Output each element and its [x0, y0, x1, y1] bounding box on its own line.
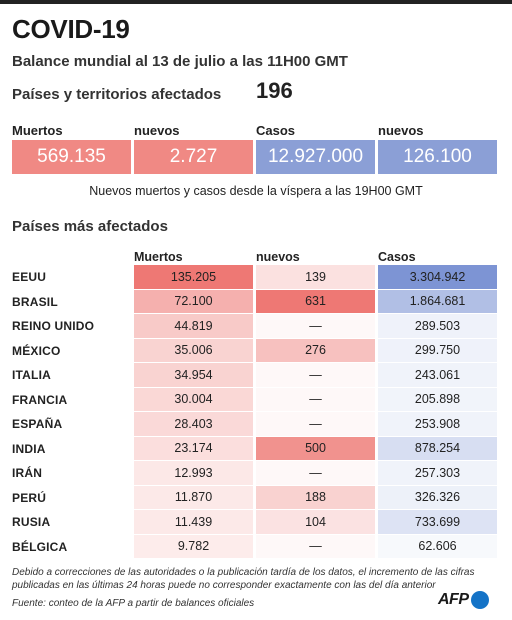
- new-deaths-cell: —: [256, 534, 375, 558]
- country-name: PERÚ: [12, 490, 47, 505]
- table-row: MÉXICO 35.006 276 299.750: [0, 338, 512, 364]
- afp-dot-icon: [470, 591, 489, 609]
- summary-new-deaths-box: 2.727: [134, 140, 253, 174]
- new-deaths-cell: —: [256, 363, 375, 387]
- new-deaths-cell: —: [256, 314, 375, 338]
- summary-cases-box: 12.927.000: [256, 140, 375, 174]
- new-deaths-cell: 104: [256, 510, 375, 534]
- country-name: IRÁN: [12, 466, 43, 480]
- deaths-cell: 30.004: [134, 387, 253, 411]
- footnote: Debido a correcciones de las autoridades…: [12, 567, 475, 591]
- subtitle: Balance mundial al 13 de julio a las 11H…: [12, 53, 348, 70]
- table-row: PERÚ 11.870 188 326.326: [0, 485, 512, 511]
- country-name: RUSIA: [12, 515, 51, 529]
- new-deaths-cell: 500: [256, 436, 375, 460]
- table-row: BRASIL 72.100 631 1.864.681: [0, 289, 512, 315]
- table-row: EEUU 135.205 139 3.304.942: [0, 265, 512, 290]
- summary-label-cases: Casos: [256, 123, 296, 138]
- deaths-cell: 34.954: [134, 363, 253, 387]
- summary-new-cases-box: 126.100: [378, 140, 497, 174]
- new-deaths-cell: 188: [256, 485, 375, 509]
- section-title: Países más afectados: [12, 218, 168, 235]
- deaths-cell: 35.006: [134, 338, 253, 362]
- new-deaths-cell: 631: [256, 289, 375, 313]
- cases-cell: 253.908: [378, 412, 497, 436]
- summary-label-new-deaths: nuevos: [134, 123, 180, 138]
- country-name: BÉLGICA: [12, 539, 68, 554]
- country-name: EEUU: [12, 270, 47, 284]
- country-name: ESPAÑA: [12, 417, 63, 431]
- table-row: REINO UNIDO 44.819—289.503: [0, 314, 512, 339]
- cases-cell: 289.503: [378, 314, 497, 338]
- summary-deaths-box: 569.135: [12, 140, 131, 174]
- summary-label-deaths: Muertos: [12, 123, 63, 138]
- cases-cell: 3.304.942: [378, 265, 497, 289]
- new-deaths-cell: 276: [256, 338, 375, 362]
- table-row: ESPAÑA 28.403—253.908: [0, 412, 512, 437]
- cases-cell: 257.303: [378, 461, 497, 485]
- table-row: BÉLGICA 9.782—62.606: [0, 534, 512, 560]
- column-header-new: nuevos: [256, 250, 300, 264]
- afp-logo-text: AFP: [438, 591, 469, 608]
- country-name: MÉXICO: [12, 343, 61, 358]
- new-deaths-cell: —: [256, 387, 375, 411]
- top-rule: [0, 0, 512, 4]
- country-name: INDIA: [12, 441, 46, 456]
- source-note: Fuente: conteo de la AFP a partir de bal…: [12, 598, 255, 609]
- country-name: FRANCIA: [12, 392, 68, 407]
- cases-cell: 1.864.681: [378, 289, 497, 313]
- cases-cell: 299.750: [378, 338, 497, 362]
- country-name: BRASIL: [12, 294, 58, 309]
- table-row: INDIA 23.174 500 878.254: [0, 436, 512, 462]
- deaths-cell: 23.174: [134, 436, 253, 460]
- table-row: FRANCIA 30.004—205.898: [0, 387, 512, 413]
- deaths-cell: 9.782: [134, 534, 253, 558]
- summary-label-new-cases: nuevos: [378, 123, 424, 138]
- summary-note: Nuevos muertos y casos desde la víspera …: [89, 184, 423, 198]
- new-deaths-cell: —: [256, 461, 375, 485]
- new-deaths-cell: —: [256, 412, 375, 436]
- cases-cell: 62.606: [378, 534, 497, 558]
- table-row: RUSIA 11.439 104 733.699: [0, 510, 512, 535]
- affected-label: Países y territorios afectados: [12, 86, 222, 103]
- cases-cell: 326.326: [378, 485, 497, 509]
- cases-cell: 205.898: [378, 387, 497, 411]
- country-name: REINO UNIDO: [12, 319, 95, 333]
- deaths-cell: 11.870: [134, 485, 253, 509]
- deaths-cell: 135.205: [134, 265, 253, 289]
- table-row: ITALIA 34.954—243.061: [0, 363, 512, 388]
- deaths-cell: 72.100: [134, 289, 253, 313]
- page-title: COVID-19: [12, 14, 130, 44]
- deaths-cell: 12.993: [134, 461, 253, 485]
- cases-cell: 878.254: [378, 436, 497, 460]
- afp-logo: AFP: [438, 590, 489, 610]
- column-header-deaths: Muertos: [134, 250, 183, 264]
- cases-cell: 243.061: [378, 363, 497, 387]
- new-deaths-cell: 139: [256, 265, 375, 289]
- deaths-cell: 11.439: [134, 510, 253, 534]
- column-header-cases: Casos: [378, 250, 416, 264]
- affected-value: 196: [256, 78, 293, 103]
- cases-cell: 733.699: [378, 510, 497, 534]
- deaths-cell: 44.819: [134, 314, 253, 338]
- country-name: ITALIA: [12, 368, 51, 382]
- table-row: IRÁN 12.993—257.303: [0, 461, 512, 486]
- deaths-cell: 28.403: [134, 412, 253, 436]
